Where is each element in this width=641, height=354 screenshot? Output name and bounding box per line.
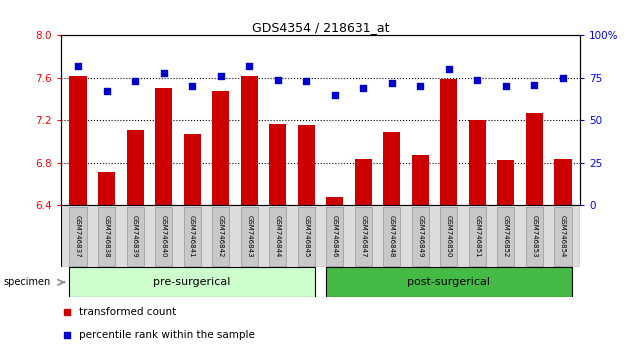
FancyBboxPatch shape xyxy=(69,267,315,297)
Point xyxy=(529,82,540,87)
Point xyxy=(215,73,226,79)
FancyBboxPatch shape xyxy=(155,207,172,266)
Point xyxy=(301,79,312,84)
Point xyxy=(558,75,568,81)
Text: GSM746852: GSM746852 xyxy=(503,215,509,257)
Point xyxy=(358,85,369,91)
Point xyxy=(329,92,340,98)
Text: GSM746839: GSM746839 xyxy=(132,215,138,258)
Point xyxy=(272,77,283,82)
Bar xyxy=(269,124,287,205)
FancyBboxPatch shape xyxy=(61,205,580,267)
Bar xyxy=(212,91,229,205)
Text: GSM746851: GSM746851 xyxy=(474,215,480,258)
Bar xyxy=(183,134,201,205)
Text: GSM746846: GSM746846 xyxy=(332,215,338,258)
Bar xyxy=(297,125,315,205)
FancyBboxPatch shape xyxy=(554,207,572,266)
Point xyxy=(387,80,397,86)
FancyBboxPatch shape xyxy=(469,207,486,266)
Bar xyxy=(98,172,115,205)
Bar xyxy=(554,159,572,205)
FancyBboxPatch shape xyxy=(326,267,572,297)
Text: GSM746842: GSM746842 xyxy=(218,215,224,257)
Bar xyxy=(469,120,486,205)
Point xyxy=(130,79,140,84)
FancyBboxPatch shape xyxy=(326,207,344,266)
Bar xyxy=(354,159,372,205)
FancyBboxPatch shape xyxy=(183,207,201,266)
Text: specimen: specimen xyxy=(3,277,51,287)
Point xyxy=(62,333,72,338)
Bar xyxy=(126,130,144,205)
Text: GSM746853: GSM746853 xyxy=(531,215,537,258)
FancyBboxPatch shape xyxy=(126,207,144,266)
FancyBboxPatch shape xyxy=(383,207,401,266)
Text: GSM746844: GSM746844 xyxy=(275,215,281,257)
Point xyxy=(415,84,426,89)
Point xyxy=(101,88,112,94)
Bar xyxy=(440,79,458,205)
Point xyxy=(472,77,483,82)
Bar xyxy=(240,76,258,205)
FancyBboxPatch shape xyxy=(412,207,429,266)
Bar xyxy=(326,197,344,205)
Point xyxy=(501,84,511,89)
FancyBboxPatch shape xyxy=(240,207,258,266)
Text: GSM746848: GSM746848 xyxy=(389,215,395,258)
FancyBboxPatch shape xyxy=(212,207,229,266)
Point xyxy=(73,63,83,69)
Text: GSM746843: GSM746843 xyxy=(246,215,252,258)
Text: post-surgerical: post-surgerical xyxy=(408,277,490,287)
Point xyxy=(187,84,197,89)
FancyBboxPatch shape xyxy=(440,207,458,266)
Point xyxy=(444,67,454,72)
Point xyxy=(244,63,254,69)
Text: GSM746845: GSM746845 xyxy=(303,215,309,257)
FancyBboxPatch shape xyxy=(497,207,515,266)
FancyBboxPatch shape xyxy=(526,207,543,266)
Bar xyxy=(69,76,87,205)
Bar xyxy=(526,113,543,205)
Bar xyxy=(155,88,172,205)
Text: percentile rank within the sample: percentile rank within the sample xyxy=(79,330,255,341)
Text: pre-surgerical: pre-surgerical xyxy=(153,277,231,287)
FancyBboxPatch shape xyxy=(354,207,372,266)
Text: GSM746838: GSM746838 xyxy=(104,215,110,258)
Text: GSM746854: GSM746854 xyxy=(560,215,566,257)
FancyBboxPatch shape xyxy=(98,207,115,266)
Point xyxy=(62,309,72,315)
Bar xyxy=(497,160,515,205)
FancyBboxPatch shape xyxy=(297,207,315,266)
Text: GSM746850: GSM746850 xyxy=(446,215,452,258)
FancyBboxPatch shape xyxy=(269,207,287,266)
Text: GSM746847: GSM746847 xyxy=(360,215,366,258)
Point xyxy=(158,70,169,76)
Bar xyxy=(383,132,401,205)
Text: GSM746837: GSM746837 xyxy=(75,215,81,258)
Text: GSM746849: GSM746849 xyxy=(417,215,423,258)
Title: GDS4354 / 218631_at: GDS4354 / 218631_at xyxy=(252,21,389,34)
Bar xyxy=(412,155,429,205)
Text: GSM746840: GSM746840 xyxy=(161,215,167,258)
Text: GSM746841: GSM746841 xyxy=(189,215,195,258)
FancyBboxPatch shape xyxy=(69,207,87,266)
Text: transformed count: transformed count xyxy=(79,307,176,318)
